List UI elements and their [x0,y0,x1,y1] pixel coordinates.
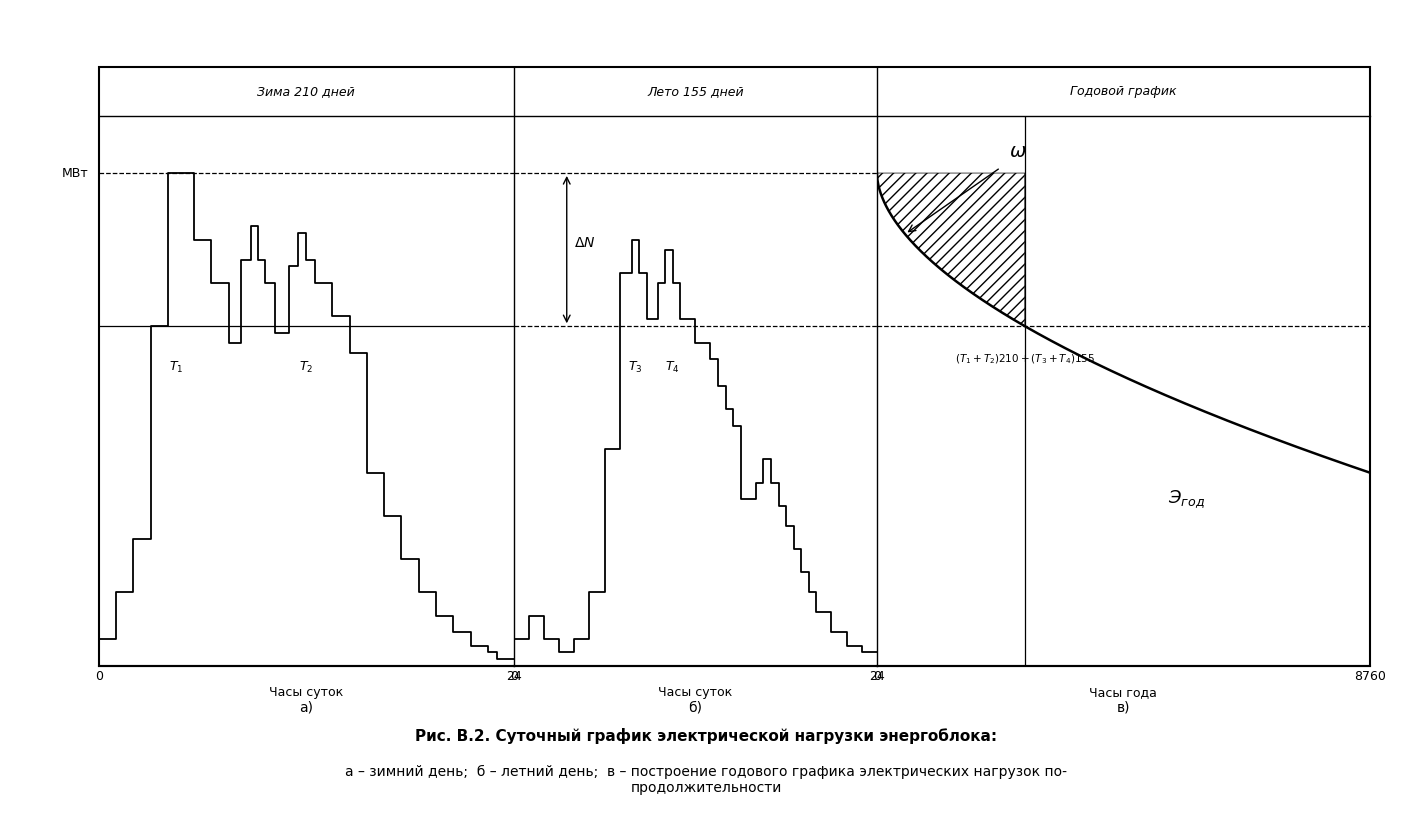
Text: $\Delta N$: $\Delta N$ [575,236,596,250]
X-axis label: Часы суток: Часы суток [270,686,343,699]
Text: $T_1$: $T_1$ [169,359,184,374]
Text: б): б) [688,701,702,714]
Text: МВт: МВт [62,166,89,180]
X-axis label: Часы года: Часы года [1089,686,1158,699]
Text: $Э_{год}$: $Э_{год}$ [1168,488,1204,510]
Text: а): а) [299,701,313,714]
Text: Рис. В.2. Суточный график электрической нагрузки энергоблока:: Рис. В.2. Суточный график электрической … [415,728,997,745]
X-axis label: Часы суток: Часы суток [658,686,733,699]
Text: а – зимний день;  б – летний день;  в – построение годового графика электрически: а – зимний день; б – летний день; в – по… [345,765,1067,795]
Text: $T_4$: $T_4$ [665,359,681,374]
Text: $T_2$: $T_2$ [299,359,313,374]
Text: Зима 210 дней: Зима 210 дней [257,85,356,98]
Text: Годовой график: Годовой график [1070,85,1176,98]
Text: Лето 155 дней: Лето 155 дней [647,85,744,98]
Text: $T_3$: $T_3$ [627,359,642,374]
Text: $(T_1+T_2)210+(T_3+T_4)155$: $(T_1+T_2)210+(T_3+T_4)155$ [955,353,1094,366]
Text: $\omega$: $\omega$ [1010,141,1027,161]
Text: в): в) [1117,701,1130,714]
